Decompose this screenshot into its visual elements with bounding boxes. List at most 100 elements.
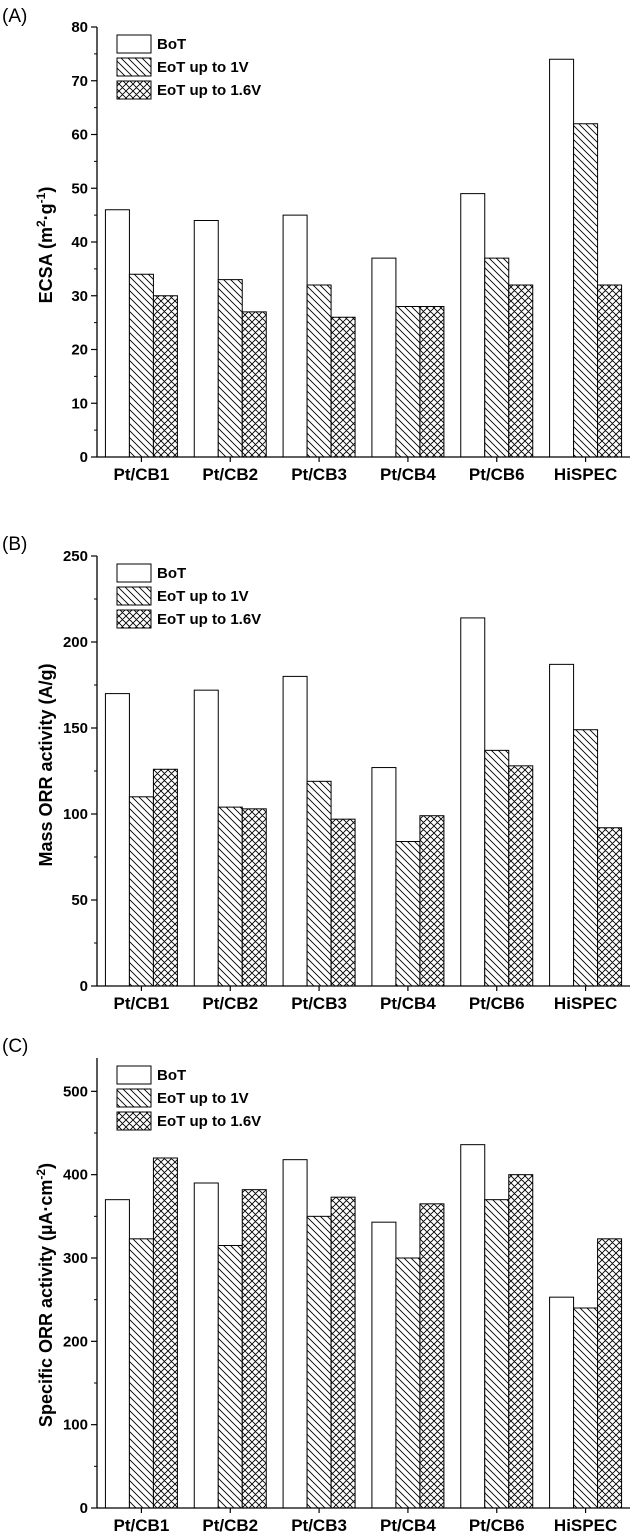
- panel-a-bar-2-2: [217, 279, 243, 458]
- panel-c-x-tick-label-1: Pt/CB1: [114, 1516, 170, 1532]
- panel-a-bar-2-6: [573, 123, 599, 458]
- panel-a-x-tick-label-2: Pt/CB2: [202, 465, 258, 484]
- panel-b-x-tick-label-3: Pt/CB3: [291, 994, 347, 1013]
- panel-b-bar-3-5: [508, 765, 534, 987]
- panel-a-plot: 0 10 20 30 40 50 60 70 80 Pt/CB1 Pt/CB2 Pt/CB3 Pt/CB…: [71, 19, 630, 484]
- panel-a-legend-label-3: EoT up to 1.6V: [157, 82, 261, 99]
- panel-b-legend-swatch-2: [116, 586, 152, 606]
- panel-a-y-tick-label-1: 0: [80, 449, 88, 466]
- panel-b-bar-2-4: [395, 841, 421, 987]
- panel-c-y-tick-label-6: 500: [63, 1083, 88, 1100]
- panel-c-bar-2-3: [306, 1215, 332, 1509]
- panel-a-y-axis-title: ECSA (m2·g-1): [34, 187, 56, 304]
- panel-c-bar-3-6: [597, 1238, 623, 1509]
- panel-a-y-tick-label-2: 10: [71, 395, 88, 412]
- panel-b-bar-2-5: [484, 749, 510, 987]
- panel-a-bar-3-6: [597, 284, 623, 458]
- panel-b-bar-1-1: [104, 693, 130, 987]
- panel-a-legend-swatch-2: [116, 57, 152, 77]
- panel-b-bar-1-2: [193, 689, 219, 987]
- panel-a-x-tick-label-3: Pt/CB3: [291, 465, 347, 484]
- panel-c-legend-swatch-1: [116, 1065, 152, 1085]
- panel-a-x-tick-label-6: HiSPEC: [554, 465, 617, 484]
- panel-b-y-tick-label-6: 250: [63, 548, 88, 565]
- panel-b-y-tick-label-3: 100: [63, 806, 88, 823]
- panel-b-plot: 0 50 100 150 200 250 Pt/CB1 Pt/CB2 Pt/CB3 Pt/CB4 P…: [63, 548, 630, 1013]
- panel-c-bar-3-4: [419, 1203, 445, 1509]
- panel-b-legend-swatch-1: [116, 563, 152, 583]
- panel-b-bar-2-3: [306, 780, 332, 987]
- panel-b-legend: BoT EoT up to 1V EoT up to 1.6V: [116, 563, 261, 629]
- panel-b-bar-2-2: [217, 806, 243, 987]
- panel-b-bar-3-4: [419, 815, 445, 987]
- panel-b-label: (B): [2, 534, 27, 555]
- panel-b-legend-label-3: EoT up to 1.6V: [157, 611, 261, 628]
- panel-a-legend-swatch-3: [116, 80, 152, 100]
- panel-c-y-axis-title: Specific ORR activity (µA·cm-2): [34, 1163, 56, 1427]
- panel-b-x-tick-label-4: Pt/CB4: [380, 994, 436, 1013]
- panel-b-legend-label-2: EoT up to 1V: [157, 588, 249, 605]
- panel-a: (A) ECSA (m2·g-1) 0 10 20 30 40 50 60 70 80 Pt/CB…: [2, 6, 630, 484]
- panel-a-bar-1-3: [282, 214, 308, 458]
- panel-a-y-tick-label-8: 70: [71, 73, 88, 90]
- panel-a-y-tick-label-5: 40: [71, 234, 88, 251]
- panel-c-bar-2-2: [217, 1245, 243, 1509]
- panel-a-bar-1-2: [193, 220, 219, 458]
- panel-a-bar-3-5: [508, 284, 534, 458]
- panel-a-x-tick-label-4: Pt/CB4: [380, 465, 436, 484]
- panel-c-label: (C): [2, 1036, 28, 1057]
- panel-b-bar-1-3: [282, 675, 308, 987]
- panel-a-bar-1-5: [460, 193, 486, 458]
- panel-a-y-tick-label-3: 20: [71, 342, 88, 359]
- panel-b-y-axis-title: Mass ORR activity (A/g): [36, 663, 56, 866]
- panel-b-legend-label-1: BoT: [157, 565, 186, 582]
- panel-c-x-tick-label-3: Pt/CB3: [291, 1516, 347, 1532]
- panel-b-bar-2-6: [573, 729, 599, 987]
- panel-b-y-tick-label-4: 150: [63, 720, 88, 737]
- panel-c-bar-1-5: [460, 1144, 486, 1509]
- panel-c-bar-1-6: [549, 1296, 575, 1509]
- panel-b-x-tick-label-5: Pt/CB6: [469, 994, 525, 1013]
- panel-c: (C) Specific ORR activity (µA·cm-2) 0 100…: [2, 1036, 630, 1532]
- panel-b-legend-swatch-3: [116, 609, 152, 629]
- panel-b-bar-3-3: [330, 818, 356, 987]
- panel-b-bar-1-5: [460, 617, 486, 987]
- panel-c-legend-label-2: EoT up to 1V: [157, 1090, 249, 1107]
- panel-c-plot: 0 100 200 300 400 500 Pt/CB1 Pt/CB2 Pt/CB3 Pt/CB4…: [63, 1058, 630, 1532]
- panel-a-bar-1-4: [371, 257, 397, 458]
- panel-b-bar-3-2: [241, 808, 267, 987]
- panel-b-bar-2-1: [128, 796, 154, 987]
- panel-a-legend-swatch-1: [116, 34, 152, 54]
- panel-c-y-tick-label-4: 300: [63, 1250, 88, 1267]
- panel-c-bar-3-1: [152, 1157, 178, 1509]
- panel-c-bar-2-6: [573, 1307, 599, 1509]
- panel-a-bar-1-1: [104, 209, 130, 458]
- panel-b-x-tick-label-2: Pt/CB2: [202, 994, 258, 1013]
- panel-a-bar-3-3: [330, 316, 356, 458]
- panel-c-legend: BoT EoT up to 1V EoT up to 1.6V: [116, 1065, 261, 1131]
- panel-c-bar-3-2: [241, 1189, 267, 1509]
- panel-c-legend-swatch-3: [116, 1111, 152, 1131]
- panel-c-bar-1-2: [193, 1182, 219, 1509]
- panel-a-bar-3-1: [152, 295, 178, 458]
- panel-c-y-tick-label-3: 200: [63, 1333, 88, 1350]
- panel-c-bar-2-4: [395, 1257, 421, 1509]
- panel-b: (B) Mass ORR activity (A/g) 0 50 100 150 200…: [2, 534, 630, 1013]
- panel-c-legend-label-3: EoT up to 1.6V: [157, 1113, 261, 1130]
- panel-c-y-tick-label-1: 0: [80, 1500, 88, 1517]
- panel-c-bar-3-3: [330, 1196, 356, 1509]
- panel-a-x-tick-label-1: Pt/CB1: [114, 465, 170, 484]
- panel-a-legend-label-1: BoT: [157, 36, 186, 53]
- panel-c-x-tick-label-6: HiSPEC: [554, 1516, 617, 1532]
- panel-c-bar-2-5: [484, 1199, 510, 1509]
- panel-a-y-tick-label-9: 80: [71, 19, 88, 36]
- panel-a-bar-1-6: [549, 58, 575, 458]
- panel-c-bar-2-1: [128, 1238, 154, 1509]
- panel-b-x-tick-label-6: HiSPEC: [554, 994, 617, 1013]
- panel-c-x-tick-label-4: Pt/CB4: [380, 1516, 436, 1532]
- panel-c-x-tick-label-2: Pt/CB2: [202, 1516, 258, 1532]
- panel-c-y-tick-label-5: 400: [63, 1167, 88, 1184]
- panel-a-bar-3-2: [241, 311, 267, 458]
- panel-b-y-tick-label-2: 50: [71, 892, 88, 909]
